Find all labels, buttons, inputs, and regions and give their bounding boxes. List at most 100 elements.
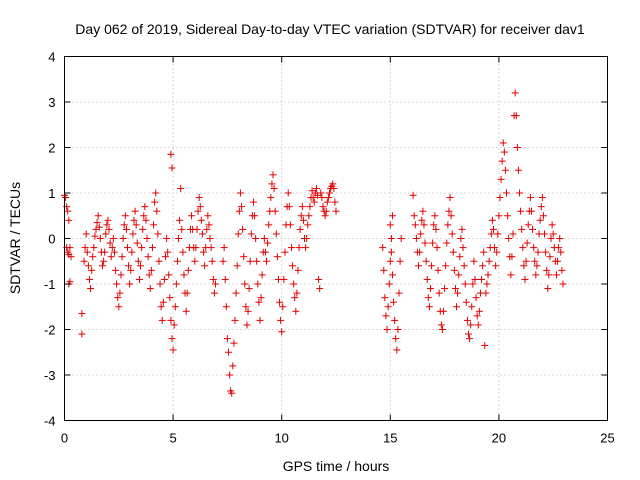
data-point	[62, 194, 70, 202]
data-point	[234, 230, 242, 238]
data-point	[461, 280, 469, 288]
data-point	[467, 321, 475, 329]
data-point	[115, 303, 123, 311]
data-point	[193, 225, 201, 233]
data-point	[293, 289, 301, 297]
data-point	[331, 198, 339, 206]
data-point	[380, 266, 388, 274]
data-point	[167, 316, 175, 324]
data-point	[387, 248, 395, 256]
data-point	[309, 194, 317, 202]
data-point	[409, 191, 417, 199]
x-tick-labels: 0 5 10 15 20 25	[61, 431, 615, 446]
data-point	[520, 262, 528, 270]
data-point	[148, 244, 156, 252]
data-point	[119, 235, 127, 242]
data-point	[492, 262, 500, 270]
data-point	[482, 289, 490, 297]
data-point	[497, 175, 505, 183]
data-point	[140, 212, 148, 220]
axis-ticks	[64, 56, 608, 421]
data-point	[437, 321, 445, 329]
data-point	[424, 294, 432, 302]
data-point	[529, 225, 537, 233]
data-point	[269, 171, 277, 179]
y-tick-label: -3	[44, 368, 56, 383]
data-point	[484, 271, 492, 279]
data-point	[153, 207, 161, 215]
data-point	[523, 239, 531, 247]
data-point	[243, 321, 251, 329]
data-point	[285, 203, 293, 211]
data-point	[151, 198, 159, 206]
data-point	[410, 212, 418, 220]
data-point	[456, 253, 464, 261]
data-point	[555, 244, 563, 252]
y-tick-label: 0	[48, 232, 55, 247]
data-point	[238, 203, 246, 211]
data-point	[509, 230, 517, 238]
data-point	[458, 225, 466, 233]
y-tick-label: 4	[48, 50, 55, 65]
data-point	[176, 216, 184, 224]
data-point	[315, 275, 323, 283]
data-point	[281, 248, 289, 256]
data-point	[158, 316, 166, 324]
data-point	[460, 262, 468, 270]
data-point	[277, 316, 285, 324]
data-point	[130, 216, 138, 224]
data-point	[517, 207, 525, 215]
data-point	[499, 139, 507, 147]
data-point	[129, 230, 137, 238]
data-point	[537, 203, 545, 211]
data-point	[512, 112, 520, 120]
data-point	[268, 180, 276, 188]
data-point	[80, 257, 88, 265]
data-point	[246, 257, 254, 265]
data-point	[453, 303, 461, 311]
data-point	[428, 262, 436, 270]
data-point	[89, 253, 97, 261]
data-point	[228, 389, 236, 397]
data-point	[170, 321, 178, 329]
data-point	[272, 230, 280, 238]
data-point	[182, 307, 190, 315]
data-point	[527, 207, 535, 215]
data-point	[279, 303, 287, 311]
data-point	[267, 194, 275, 202]
data-point	[493, 248, 501, 256]
data-point	[466, 335, 474, 343]
data-point	[102, 230, 110, 238]
data-point	[232, 289, 240, 297]
data-point	[207, 244, 215, 252]
data-point	[322, 207, 330, 215]
data-point	[474, 321, 482, 329]
data-point	[442, 262, 450, 270]
data-point	[236, 189, 244, 197]
data-point	[208, 257, 216, 265]
data-point	[109, 235, 117, 242]
x-tick-label: 20	[492, 431, 506, 446]
data-point	[222, 303, 230, 311]
data-point	[145, 271, 153, 279]
data-point	[459, 244, 467, 252]
data-point	[116, 289, 124, 297]
data-point	[503, 189, 511, 197]
data-point	[481, 341, 489, 349]
data-point	[154, 230, 162, 238]
data-point	[221, 275, 229, 283]
data-point	[542, 248, 550, 256]
data-point	[81, 244, 89, 252]
data-point	[261, 248, 269, 256]
data-point	[304, 221, 312, 229]
data-point	[205, 221, 213, 229]
data-points	[61, 89, 567, 397]
data-point	[104, 216, 112, 224]
data-point	[473, 312, 481, 320]
data-point	[160, 275, 168, 283]
data-point	[306, 203, 314, 211]
data-point	[548, 221, 556, 229]
data-point	[545, 271, 553, 279]
data-point	[543, 266, 551, 274]
data-point	[180, 271, 188, 279]
